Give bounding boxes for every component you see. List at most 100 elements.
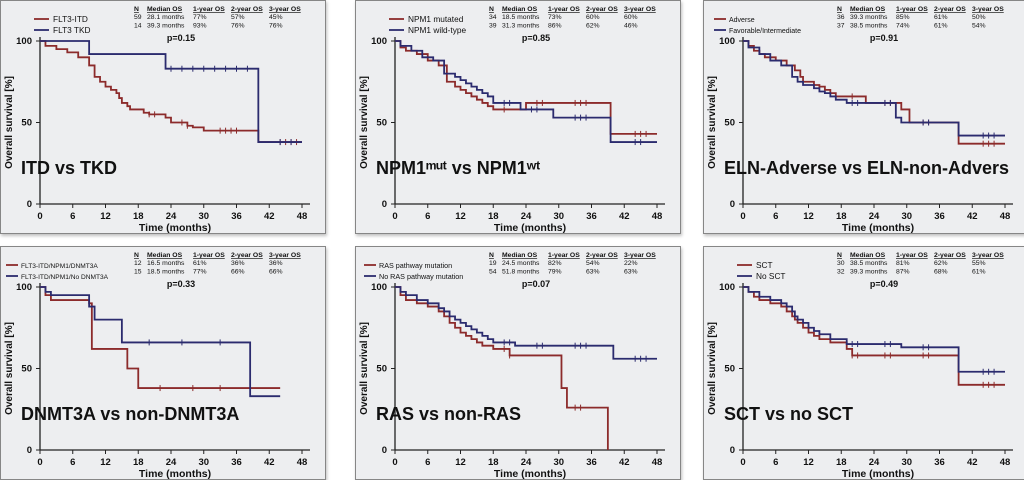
svg-text:2-year OS: 2-year OS <box>231 6 263 13</box>
svg-text:45%: 45% <box>269 14 283 21</box>
svg-text:32: 32 <box>837 269 845 276</box>
svg-text:63%: 63% <box>624 269 638 276</box>
svg-text:p=0.07: p=0.07 <box>522 279 550 289</box>
svg-text:18: 18 <box>836 211 847 222</box>
svg-text:24: 24 <box>869 457 880 468</box>
svg-text:N: N <box>489 6 494 13</box>
svg-text:Median OS: Median OS <box>502 252 538 259</box>
svg-text:36: 36 <box>934 211 945 222</box>
svg-text:No RAS pathway mutation: No RAS pathway mutation <box>379 272 463 281</box>
svg-text:0: 0 <box>392 457 397 468</box>
svg-text:50: 50 <box>376 364 387 375</box>
svg-text:18: 18 <box>488 211 499 222</box>
svg-text:0: 0 <box>382 445 387 456</box>
svg-text:77%: 77% <box>193 269 207 276</box>
svg-text:87%: 87% <box>896 269 910 276</box>
svg-text:61%: 61% <box>934 14 948 21</box>
svg-text:1-year OS: 1-year OS <box>548 252 580 259</box>
svg-text:0: 0 <box>392 211 397 222</box>
svg-text:Median OS: Median OS <box>502 6 538 13</box>
svg-text:Median OS: Median OS <box>147 252 183 259</box>
svg-text:3-year OS: 3-year OS <box>269 252 301 259</box>
svg-text:3-year OS: 3-year OS <box>972 6 1004 13</box>
svg-text:62%: 62% <box>934 260 948 267</box>
svg-text:p=0.15: p=0.15 <box>167 33 195 43</box>
svg-text:0: 0 <box>27 199 32 210</box>
svg-text:28.1 months: 28.1 months <box>147 14 185 21</box>
svg-text:51.8 months: 51.8 months <box>502 269 540 276</box>
svg-text:Overall survival [%]: Overall survival [%] <box>707 322 718 415</box>
svg-text:6: 6 <box>425 211 430 222</box>
svg-text:1-year OS: 1-year OS <box>896 252 928 259</box>
svg-text:Median OS: Median OS <box>850 252 886 259</box>
svg-text:31.3 months: 31.3 months <box>502 23 540 30</box>
svg-text:85%: 85% <box>896 14 910 21</box>
svg-text:Time (months): Time (months) <box>842 468 914 480</box>
svg-text:N: N <box>837 252 842 259</box>
svg-text:p=0.33: p=0.33 <box>167 279 195 289</box>
svg-text:p=0.49: p=0.49 <box>870 279 898 289</box>
svg-text:57%: 57% <box>231 14 245 21</box>
svg-text:61%: 61% <box>972 269 986 276</box>
svg-text:50: 50 <box>724 118 735 129</box>
svg-text:12: 12 <box>455 211 466 222</box>
svg-text:36: 36 <box>586 211 597 222</box>
svg-text:18: 18 <box>488 457 499 468</box>
svg-text:N: N <box>489 252 494 259</box>
svg-text:1-year OS: 1-year OS <box>548 6 580 13</box>
svg-text:24: 24 <box>166 211 177 222</box>
svg-text:FLT3 TKD: FLT3 TKD <box>53 25 91 35</box>
svg-text:24.5 months: 24.5 months <box>502 260 540 267</box>
svg-text:Overall survival [%]: Overall survival [%] <box>359 322 370 415</box>
svg-text:Time (months): Time (months) <box>139 468 211 480</box>
svg-text:59: 59 <box>134 14 142 21</box>
svg-text:18.5 months: 18.5 months <box>502 14 540 21</box>
svg-text:37: 37 <box>837 23 845 30</box>
svg-text:24: 24 <box>166 457 177 468</box>
svg-text:NPM1 mutated: NPM1 mutated <box>408 14 464 24</box>
svg-text:63%: 63% <box>586 269 600 276</box>
svg-text:76%: 76% <box>231 23 245 30</box>
svg-text:36: 36 <box>934 457 945 468</box>
svg-text:No SCT: No SCT <box>756 271 786 281</box>
svg-text:ITD vs TKD: ITD vs TKD <box>21 158 117 178</box>
svg-text:36: 36 <box>837 14 845 21</box>
svg-text:14: 14 <box>134 23 142 30</box>
svg-text:50%: 50% <box>972 14 986 21</box>
svg-text:48: 48 <box>1000 211 1011 222</box>
svg-text:12: 12 <box>100 211 111 222</box>
svg-text:42: 42 <box>264 211 275 222</box>
svg-text:FLT3-ITD: FLT3-ITD <box>53 14 88 24</box>
svg-text:0: 0 <box>382 199 387 210</box>
svg-text:38.5 months: 38.5 months <box>850 260 888 267</box>
svg-text:66%: 66% <box>269 269 283 276</box>
svg-text:FLT3-ITD/NPM1/DNMT3A: FLT3-ITD/NPM1/DNMT3A <box>21 263 98 270</box>
svg-text:93%: 93% <box>193 23 207 30</box>
svg-text:54%: 54% <box>972 23 986 30</box>
svg-text:18: 18 <box>133 211 144 222</box>
svg-text:100: 100 <box>16 36 32 47</box>
svg-text:76%: 76% <box>269 23 283 30</box>
svg-text:68%: 68% <box>934 269 948 276</box>
svg-text:24: 24 <box>521 457 532 468</box>
svg-text:30: 30 <box>901 211 912 222</box>
svg-text:NPM1ᵐᵘᵗ vs NPM1ʷᵗ: NPM1ᵐᵘᵗ vs NPM1ʷᵗ <box>376 158 540 178</box>
svg-text:77%: 77% <box>193 14 207 21</box>
svg-text:6: 6 <box>70 211 75 222</box>
svg-text:73%: 73% <box>548 14 562 21</box>
svg-text:39.3 months: 39.3 months <box>850 14 888 21</box>
svg-text:48: 48 <box>652 457 663 468</box>
svg-text:DNMT3A vs non-DNMT3A: DNMT3A vs non-DNMT3A <box>21 404 239 424</box>
svg-text:61%: 61% <box>934 23 948 30</box>
svg-text:p=0.91: p=0.91 <box>870 33 898 43</box>
svg-text:48: 48 <box>297 457 308 468</box>
svg-text:12: 12 <box>803 457 814 468</box>
svg-text:RAS vs non-RAS: RAS vs non-RAS <box>376 404 521 424</box>
svg-text:ELN-Adverse vs ELN-non-Advers: ELN-Adverse vs ELN-non-Advers <box>724 158 1009 178</box>
svg-text:N: N <box>837 6 842 13</box>
svg-text:N: N <box>134 6 139 13</box>
svg-text:30: 30 <box>901 457 912 468</box>
svg-text:0: 0 <box>37 457 42 468</box>
svg-text:82%: 82% <box>548 260 562 267</box>
svg-text:Time (months): Time (months) <box>139 222 211 234</box>
